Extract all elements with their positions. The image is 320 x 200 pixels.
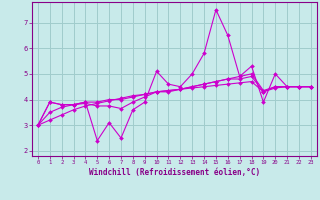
X-axis label: Windchill (Refroidissement éolien,°C): Windchill (Refroidissement éolien,°C) — [89, 168, 260, 177]
